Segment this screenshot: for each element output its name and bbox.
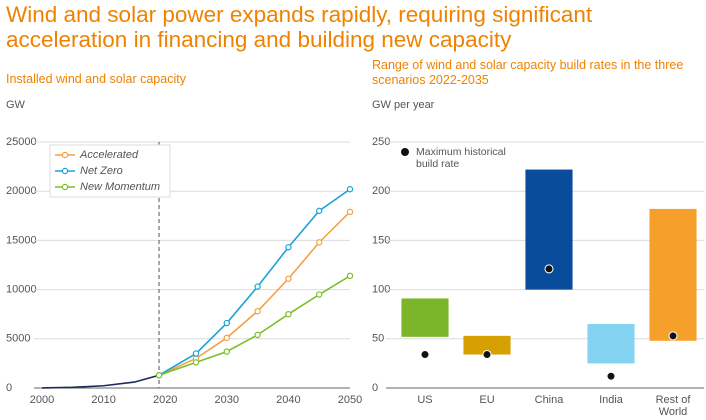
marker <box>346 186 354 193</box>
marker <box>254 308 261 315</box>
marker <box>285 244 292 251</box>
dot <box>420 350 430 360</box>
legend-label: Accelerated <box>79 149 139 161</box>
x-tick-label: 2040 <box>276 394 300 406</box>
range-bar <box>587 324 635 364</box>
y-tick-label: 20000 <box>6 185 37 197</box>
marker <box>223 348 230 355</box>
y-tick-label: 0 <box>372 382 378 394</box>
legend-marker <box>61 151 69 159</box>
legend-label: Maximum historical build rate <box>416 146 506 170</box>
marker <box>155 372 163 379</box>
legend-label: New Momentum <box>80 181 160 193</box>
x-tick-label: China <box>534 394 564 406</box>
y-tick-label: 15000 <box>6 234 37 246</box>
legend-marker <box>401 148 409 156</box>
marker <box>192 350 200 357</box>
marker <box>316 291 323 298</box>
x-tick-label: 2010 <box>91 394 115 406</box>
y-tick-label: 0 <box>6 382 12 394</box>
page-title: Wind and solar power expands rapidly, re… <box>6 2 593 52</box>
y-tick-label: 100 <box>372 284 390 296</box>
marker <box>223 334 230 342</box>
series-line <box>41 374 160 389</box>
range-bar <box>649 208 697 341</box>
y-tick-label: 200 <box>372 185 390 197</box>
marker <box>285 275 292 282</box>
marker <box>316 207 323 215</box>
dot <box>668 331 678 341</box>
y-tick-label: 250 <box>372 136 390 148</box>
marker <box>192 359 200 366</box>
marker <box>285 311 292 318</box>
legend-marker <box>61 167 69 175</box>
chart-title: Installed wind and solar capacity <box>6 72 186 86</box>
y-tick-label: 50 <box>372 333 384 345</box>
marker <box>346 208 354 216</box>
x-tick-label: India <box>599 394 623 406</box>
y-tick-label: 5000 <box>6 333 30 345</box>
range-bar <box>463 335 511 355</box>
x-tick-label: 2030 <box>215 394 239 406</box>
marker <box>346 272 354 280</box>
marker <box>223 319 230 327</box>
x-tick-label: 2050 <box>338 394 362 406</box>
dot <box>544 264 554 274</box>
x-tick-label: 2020 <box>153 394 177 406</box>
x-tick-label: US <box>417 394 433 406</box>
legend-marker <box>61 183 69 191</box>
marker <box>254 283 261 290</box>
y-tick-label: 150 <box>372 234 390 246</box>
x-tick-label: Rest of World <box>655 394 691 418</box>
chart-title: Range of wind and solar capacity build r… <box>372 58 684 87</box>
y-tick-label: 25000 <box>6 136 37 148</box>
y-tick-label: 10000 <box>6 284 37 296</box>
dot <box>482 350 492 360</box>
marker <box>316 239 323 246</box>
range-bar <box>401 298 449 337</box>
x-tick-label: EU <box>479 394 495 406</box>
y-axis-label: GW <box>6 99 26 111</box>
marker <box>254 331 261 339</box>
series-line <box>158 188 351 376</box>
legend-label: Net Zero <box>80 165 123 177</box>
x-tick-label: 2000 <box>30 394 54 406</box>
dot <box>606 371 616 381</box>
y-axis-label: GW per year <box>372 99 435 111</box>
